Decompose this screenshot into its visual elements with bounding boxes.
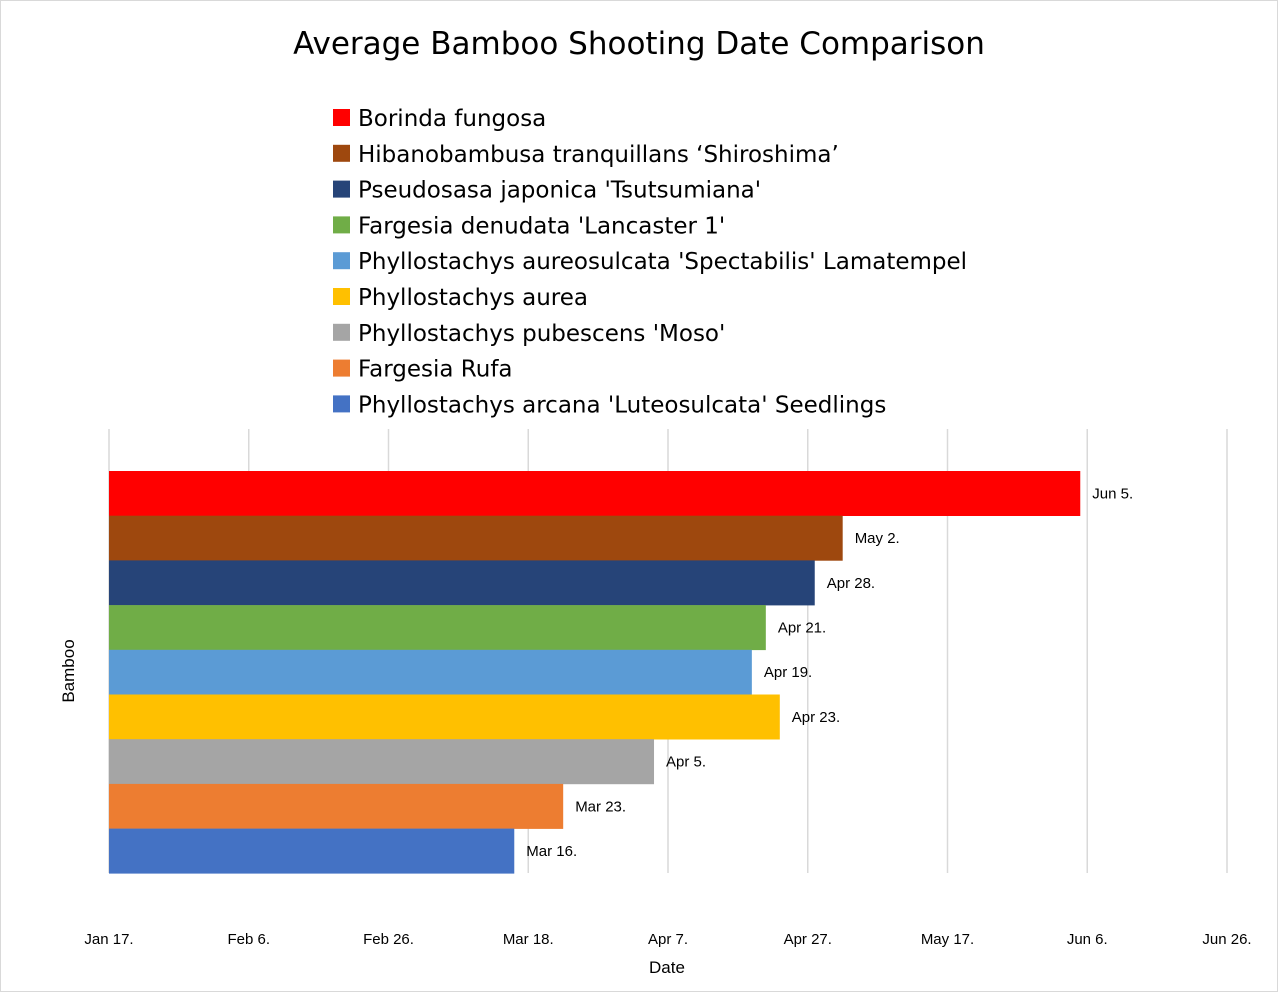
legend-label: Phyllostachys aureosulcata 'Spectabilis'…: [358, 249, 967, 275]
legend-swatch: [333, 395, 350, 413]
legend-label: Pseudosasa japonica 'Tsutsumiana': [358, 178, 761, 204]
bar: [109, 694, 780, 740]
data-label: Apr 23.: [792, 709, 840, 726]
legend-swatch: [333, 180, 350, 198]
data-label: Mar 16.: [526, 843, 577, 860]
x-tick-label: Jun 26.: [1202, 931, 1251, 948]
x-tick-label: Apr 27.: [784, 931, 832, 948]
bar: [109, 515, 843, 561]
x-tick-label: May 17.: [921, 931, 974, 948]
chart-title: Average Bamboo Shooting Date Comparison: [293, 26, 985, 62]
legend-swatch: [333, 216, 350, 234]
x-tick-label: Apr 7.: [648, 931, 688, 948]
legend-label: Phyllostachys arcana 'Luteosulcata' Seed…: [358, 392, 886, 418]
x-tick-label: Jun 6.: [1067, 931, 1108, 948]
legend-label: Fargesia Rufa: [358, 357, 513, 383]
x-axis-ticks: Jan 17. Feb 6. Feb 26. Mar 18. Apr 7. Apr 27.…: [84, 931, 1251, 948]
legend-label: Borinda fungosa: [358, 106, 546, 132]
data-label: May 2.: [855, 530, 900, 547]
x-tick-label: Feb 6.: [227, 931, 270, 948]
legend-swatch: [333, 252, 350, 270]
legend-swatch: [333, 359, 350, 377]
legend-swatch: [333, 288, 350, 305]
bar: [109, 828, 515, 874]
legend-swatch: [333, 323, 350, 341]
legend-swatch: [333, 144, 350, 162]
bar: [109, 560, 815, 606]
legend-label: Phyllostachys pubescens 'Moso': [358, 321, 725, 347]
data-labels: Jun 5. May 2. Apr 28. Apr 21. Apr 19. Apr 23.…: [526, 485, 1133, 860]
x-tick-label: Jan 17.: [84, 931, 133, 948]
data-label: Jun 5.: [1092, 485, 1133, 502]
data-label: Apr 28.: [827, 575, 875, 592]
data-label: Mar 23.: [575, 798, 626, 815]
legend-swatch: [333, 109, 350, 126]
data-label: Apr 5.: [666, 754, 706, 771]
x-axis-label: Date: [649, 958, 685, 977]
x-tick-label: Feb 26.: [363, 931, 414, 948]
bar: [109, 605, 766, 651]
bar: [109, 783, 564, 829]
bar: [109, 471, 1081, 516]
legend-label: Hibanobambusa tranquillans ‘Shiroshima’: [358, 142, 839, 168]
bar: [109, 739, 655, 785]
data-label: Apr 21.: [778, 619, 826, 636]
bar: [109, 649, 752, 695]
x-tick-label: Mar 18.: [503, 931, 554, 948]
y-axis-label: Bamboo: [59, 639, 78, 702]
legend-label: Phyllostachys aurea: [358, 285, 588, 311]
legend-label: Fargesia denudata 'Lancaster 1': [358, 213, 725, 239]
bars: [109, 471, 1081, 874]
data-label: Apr 19.: [764, 664, 812, 681]
legend: Borinda fungosa Hibanobambusa tranquillan…: [333, 106, 967, 418]
